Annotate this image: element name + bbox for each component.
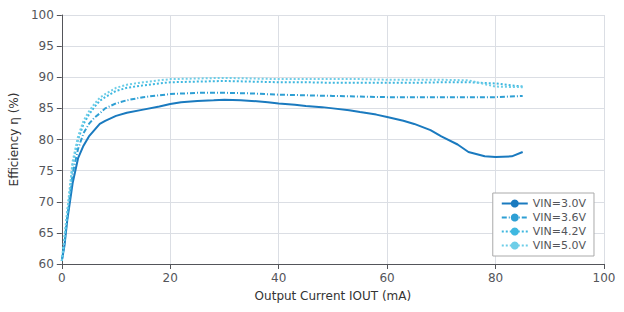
svg-text:Output Current IOUT (mA): Output Current IOUT (mA) <box>255 289 412 303</box>
svg-text:Efficiency η (%): Efficiency η (%) <box>7 93 21 187</box>
svg-text:85: 85 <box>39 101 54 115</box>
svg-text:VIN=4.2V: VIN=4.2V <box>533 225 587 238</box>
svg-text:80: 80 <box>488 271 503 285</box>
svg-text:VIN=3.6V: VIN=3.6V <box>533 211 587 224</box>
svg-text:VIN=3.0V: VIN=3.0V <box>533 197 587 210</box>
svg-text:75: 75 <box>39 164 54 178</box>
svg-text:40: 40 <box>271 271 286 285</box>
svg-text:65: 65 <box>39 226 54 240</box>
svg-text:60: 60 <box>39 257 54 271</box>
svg-text:70: 70 <box>39 195 54 209</box>
svg-text:100: 100 <box>593 271 616 285</box>
svg-text:60: 60 <box>379 271 394 285</box>
svg-text:20: 20 <box>163 271 178 285</box>
svg-text:95: 95 <box>39 39 54 53</box>
svg-text:80: 80 <box>39 133 54 147</box>
svg-text:VIN=5.0V: VIN=5.0V <box>533 239 587 252</box>
svg-text:0: 0 <box>58 271 66 285</box>
svg-text:100: 100 <box>31 8 54 22</box>
svg-text:90: 90 <box>39 70 54 84</box>
